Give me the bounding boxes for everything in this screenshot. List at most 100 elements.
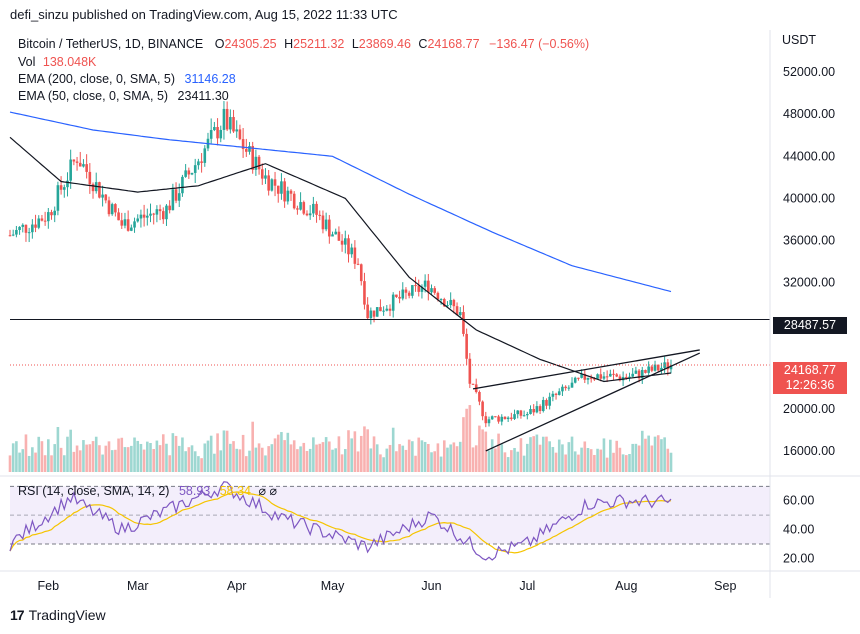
candle-body: [494, 416, 497, 418]
tradingview-logo-icon: 17: [10, 607, 25, 623]
volume-bar: [318, 443, 322, 472]
candle-body: [481, 401, 484, 417]
candle-body: [522, 415, 526, 417]
candle-body: [8, 235, 12, 237]
volume-bar: [117, 438, 120, 472]
volume-bar: [487, 450, 491, 472]
candle-body: [283, 181, 286, 202]
volume-bar: [15, 441, 18, 472]
candle-body: [53, 210, 57, 216]
rsi-tick-label: 60.00: [783, 494, 814, 508]
volume-bar: [219, 450, 223, 472]
volume-bar: [200, 458, 203, 472]
brand[interactable]: 17 TradingView: [10, 607, 106, 623]
candle-body: [404, 289, 408, 293]
volume-bar: [107, 441, 111, 472]
volume-bar: [382, 457, 385, 472]
volume-bar: [286, 432, 290, 472]
candle-body: [126, 219, 130, 231]
volume-bar: [296, 449, 299, 472]
volume-bar: [478, 425, 481, 472]
volume-bar: [88, 444, 92, 472]
volume-bar: [53, 444, 57, 472]
candle-body: [72, 159, 76, 162]
candle-body: [85, 164, 88, 172]
volume-bar: [465, 408, 468, 472]
candle-body: [430, 288, 433, 293]
candle-body: [190, 172, 194, 175]
candle-body: [299, 202, 302, 210]
time-tick-label: Apr: [227, 579, 246, 593]
candle-body: [388, 308, 392, 311]
candle-body: [321, 215, 325, 230]
volume-bar: [644, 438, 647, 472]
candle-body: [155, 209, 159, 215]
candle-body: [289, 190, 293, 194]
high-value: 25211.32: [293, 37, 345, 51]
candle-body: [510, 417, 513, 419]
volume-bar: [580, 447, 583, 472]
volume-bar: [462, 417, 465, 472]
candle-body: [442, 299, 446, 307]
candle-body: [372, 310, 376, 317]
candle-body: [506, 417, 510, 420]
volume-bar: [647, 435, 650, 472]
candle-body: [433, 288, 437, 293]
volume-bar: [142, 449, 146, 472]
candle-body: [98, 182, 101, 198]
volume-bar: [347, 430, 350, 472]
candle-body: [296, 208, 299, 210]
candle-body: [328, 219, 331, 237]
volume-bar: [356, 451, 360, 472]
candle-body: [177, 193, 181, 201]
volume-bar: [497, 433, 500, 472]
candle-body: [251, 146, 254, 170]
volume-bar: [158, 445, 162, 472]
candle-body: [331, 234, 334, 237]
candle-body: [110, 204, 114, 215]
price-tick-label: 20000.00: [783, 402, 835, 416]
candle-body: [75, 161, 79, 163]
candle-body: [465, 333, 468, 359]
price-tick-label: 52000.00: [783, 65, 835, 79]
candle-body: [209, 130, 213, 139]
price-tick-label: 16000.00: [783, 444, 835, 458]
volume-bar: [634, 443, 638, 472]
volume-bar: [503, 452, 507, 472]
volume-bar: [666, 448, 670, 472]
volume-bar: [104, 445, 108, 472]
volume-bar: [395, 451, 398, 472]
volume-bar: [526, 443, 529, 472]
candle-body: [420, 286, 424, 292]
volume-bar: [379, 454, 382, 472]
candle-body: [238, 129, 242, 140]
volume-bar: [427, 443, 430, 472]
volume-bar: [401, 445, 405, 472]
candle-body: [174, 189, 178, 201]
candle-body: [484, 416, 488, 424]
volume-bar: [468, 405, 472, 472]
volume-bar: [267, 446, 270, 472]
volume-bar: [245, 456, 248, 472]
candle-body: [47, 212, 50, 222]
volume-bar: [625, 455, 628, 472]
candle-body: [334, 231, 338, 235]
volume-bar: [126, 447, 130, 472]
candle-body: [541, 399, 545, 411]
close-value: 24168.77: [427, 37, 480, 51]
volume-bar: [193, 451, 197, 472]
candle-body: [605, 376, 609, 378]
volume-bar: [541, 436, 545, 472]
candle-body: [69, 159, 72, 181]
volume-bar: [11, 443, 15, 472]
volume-bar: [27, 455, 31, 472]
volume-bar: [222, 430, 226, 472]
candle-body: [612, 373, 615, 375]
volume-bar: [229, 443, 232, 472]
volume-bar: [596, 448, 599, 472]
candle-body: [34, 224, 37, 228]
candle-body: [171, 189, 175, 211]
candle-body: [583, 373, 587, 380]
volume-bar: [433, 451, 437, 472]
volume-bar: [446, 447, 449, 472]
